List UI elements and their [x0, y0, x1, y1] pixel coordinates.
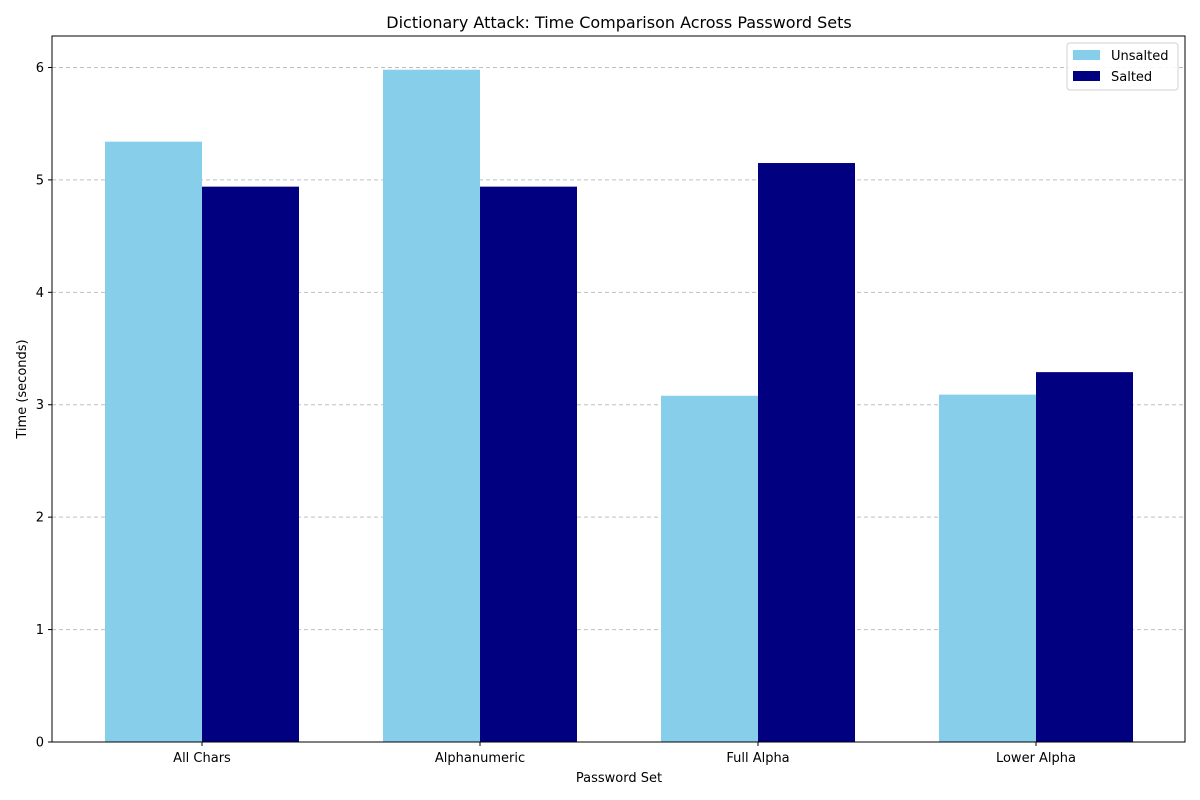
- y-tick-label: 2: [36, 511, 44, 526]
- legend-swatch: [1073, 50, 1100, 60]
- bars: [105, 69, 1133, 742]
- y-axis-label: Time (seconds): [15, 339, 30, 439]
- y-tick-label: 1: [36, 623, 44, 638]
- bar-unsalted-all-chars: [105, 141, 202, 742]
- plot-frame: [51, 35, 1186, 743]
- legend-label: Unsalted: [1111, 49, 1168, 64]
- bar-salted-full-alpha: [758, 163, 855, 742]
- x-tick-label: All Chars: [173, 751, 231, 766]
- x-axis-label: Password Set: [576, 771, 662, 786]
- y-tick-label: 6: [36, 61, 44, 76]
- bar-unsalted-full-alpha: [661, 395, 758, 742]
- bar-unsalted-alphanumeric: [383, 69, 480, 742]
- bar-salted-all-chars: [202, 186, 299, 742]
- chart-title: Dictionary Attack: Time Comparison Acros…: [386, 13, 852, 32]
- y-tick-label: 5: [36, 173, 44, 188]
- y-tick-label: 4: [36, 286, 44, 301]
- x-tick-label: Lower Alpha: [996, 751, 1076, 766]
- y-tick-label: 3: [36, 398, 44, 413]
- bar-unsalted-lower-alpha: [939, 394, 1036, 742]
- x-tick-label: Alphanumeric: [435, 751, 525, 766]
- bar-salted-lower-alpha: [1036, 372, 1133, 742]
- x-tick-label: Full Alpha: [726, 751, 789, 766]
- legend: Unsalted Salted: [1066, 42, 1179, 91]
- bar-salted-alphanumeric: [480, 186, 577, 742]
- y-tick-label: 0: [36, 736, 44, 751]
- legend-label: Salted: [1111, 70, 1152, 85]
- legend-swatch: [1073, 71, 1100, 81]
- axis-ticks: 0 1 2 3 4 5 6 All Chars Alphanumeric Full Alpha Lo…: [36, 61, 1076, 766]
